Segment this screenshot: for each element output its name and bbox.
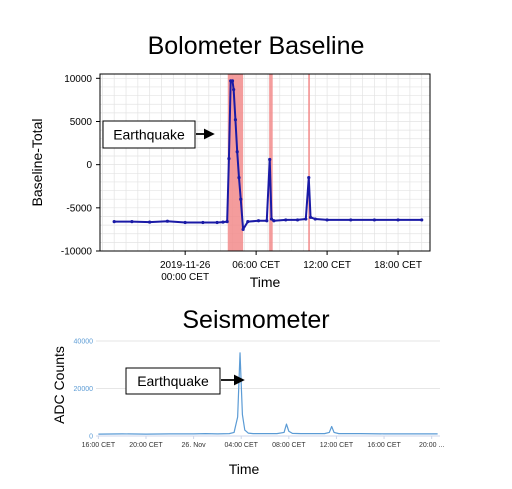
- bolometer-data-point: [307, 176, 311, 180]
- bolometer-data-point: [112, 220, 116, 224]
- bolometer-data-point: [349, 218, 353, 222]
- bolometer-data-point: [215, 220, 219, 225]
- bolometer-y-tick-label: -5000: [66, 203, 92, 214]
- bolometer-x-tick-label: 12:00 CET: [303, 260, 351, 271]
- bolometer-data-point: [272, 219, 276, 223]
- bolometer-data-point: [232, 87, 236, 92]
- bolometer-data-point: [227, 157, 231, 161]
- bolometer-x-tick-label: 2019-11-26: [160, 260, 211, 271]
- bolometer-data-point: [269, 217, 274, 221]
- bolometer-y-tick-label: -10000: [61, 247, 93, 258]
- bolometer-data-point: [201, 220, 205, 225]
- bolometer-highlight-band: [308, 74, 310, 251]
- bolometer-data-point: [256, 219, 261, 223]
- bolometer-data-point: [372, 218, 377, 222]
- bolometer-x-tick-label: 06:00 CET: [232, 260, 280, 271]
- bolometer-highlight-band: [227, 74, 244, 251]
- bolometer-data-point: [165, 219, 170, 223]
- seismometer-chart-title: Seismometer: [182, 306, 330, 334]
- bolometer-data-point: [225, 220, 229, 224]
- bolometer-data-point: [130, 220, 134, 224]
- bolometer-data-point: [396, 218, 400, 222]
- bolometer-y-tick-label: 5000: [70, 117, 93, 128]
- bolometer-plot-frame: [99, 73, 431, 252]
- bolometer-data-point: [420, 218, 424, 222]
- bolometer-highlight-band: [269, 74, 273, 251]
- bolometer-y-tick-label: 10000: [64, 74, 92, 85]
- bolometer-data-point: [325, 218, 329, 222]
- bolometer-data-point: [308, 215, 313, 219]
- bolometer-data-point: [265, 219, 269, 223]
- bolometer-x-axis-label: Time: [250, 274, 281, 290]
- bolometer-y-tick-label: 0: [86, 160, 92, 171]
- bolometer-data-point: [295, 218, 300, 222]
- bolometer-data-point: [239, 197, 243, 201]
- bolometer-data-point: [148, 220, 152, 224]
- bolometer-data-point: [233, 118, 238, 122]
- bolometer-data-point: [183, 220, 187, 225]
- bolometer-earthquake-label: Earthquake: [113, 127, 185, 143]
- bolometer-data-point: [246, 220, 250, 224]
- bolometer-data-point: [235, 150, 239, 154]
- bolometer-data-point: [284, 218, 288, 222]
- bolometer-data-point: [221, 220, 225, 224]
- bolometer-data-point: [241, 227, 245, 232]
- bolometer-x-tick-label-line2: 00:00 CET: [161, 272, 209, 283]
- bolometer-y-axis-label: Baseline-Total: [29, 119, 45, 207]
- bolometer-data-point: [230, 79, 235, 83]
- bolometer-data-point: [237, 176, 241, 180]
- bolometer-chart-title: Bolometer Baseline: [147, 32, 365, 60]
- bolometer-x-tick-label: 18:00 CET: [374, 260, 422, 271]
- bolometer-data-point: [304, 217, 308, 221]
- bolometer-data-point: [268, 157, 272, 162]
- bolometer-earthquake-callout: Earthquake: [102, 120, 215, 149]
- bolometer-data-point: [313, 217, 317, 221]
